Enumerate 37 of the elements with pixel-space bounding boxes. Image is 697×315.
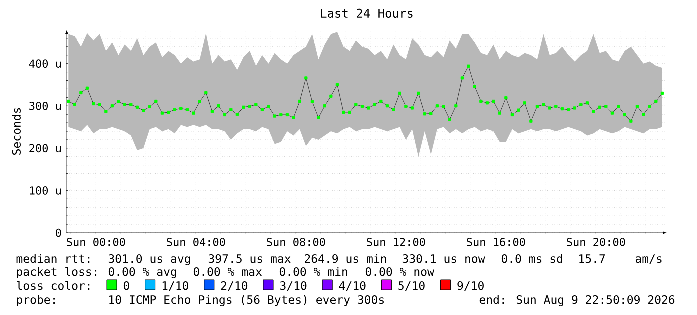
legend-label: 5/10 — [398, 281, 425, 292]
text: 264.9 us min — [305, 254, 386, 264]
text: 330.1 us now — [402, 254, 486, 264]
text: 10 ICMP Echo Pings (56 Bytes) every 300s — [110, 295, 384, 306]
y-tick-label: 400 u — [29, 60, 61, 68]
text: 397.5 us max — [208, 254, 291, 264]
legend-label: 0 — [124, 281, 130, 290]
y-tick-label: 100 u — [30, 186, 61, 195]
y-tick-label: 200 u — [30, 144, 61, 153]
text: 0.00 % avg — [108, 267, 176, 278]
text: median rtt: — [16, 254, 90, 264]
text: 15.7 — [580, 254, 606, 264]
text: packet loss: — [17, 267, 97, 278]
x-tick-label: Sun 16:00 — [467, 238, 526, 246]
legend-label: 4/10 — [339, 281, 366, 292]
x-tick-label: Sun 20:00 — [567, 238, 626, 246]
text: am/s — [636, 254, 662, 264]
text: 0.00 % min — [280, 267, 348, 276]
text: 301.0 us avg — [108, 254, 190, 266]
legend-label: 2/10 — [221, 281, 248, 292]
x-tick-label: Sun 04:00 — [167, 238, 226, 246]
chart-title: Last 24 Hours — [321, 8, 413, 18]
y-axis-title: Seconds — [12, 108, 21, 155]
x-tick-label: Sun 12:00 — [367, 238, 426, 246]
legend-label: 3/10 — [280, 281, 307, 292]
text: end: Sun Aug 9 22:50:09 2026 — [480, 295, 675, 306]
x-tick-label: Sun 08:00 — [267, 238, 326, 246]
y-tick-label: 300 u — [30, 102, 61, 110]
text: 0.00 % max — [194, 267, 262, 276]
legend-label: 9/10 — [458, 281, 484, 292]
text: probe: — [17, 295, 55, 306]
legend-label: 1/10 — [162, 281, 188, 292]
text: 0.00 % now — [366, 267, 434, 276]
text: 0.0 ms sd — [502, 254, 562, 264]
y-tick-label: 0 — [56, 228, 62, 238]
legend-title: loss color: — [17, 281, 90, 290]
x-tick-label: Sun 00:00 — [67, 238, 126, 246]
